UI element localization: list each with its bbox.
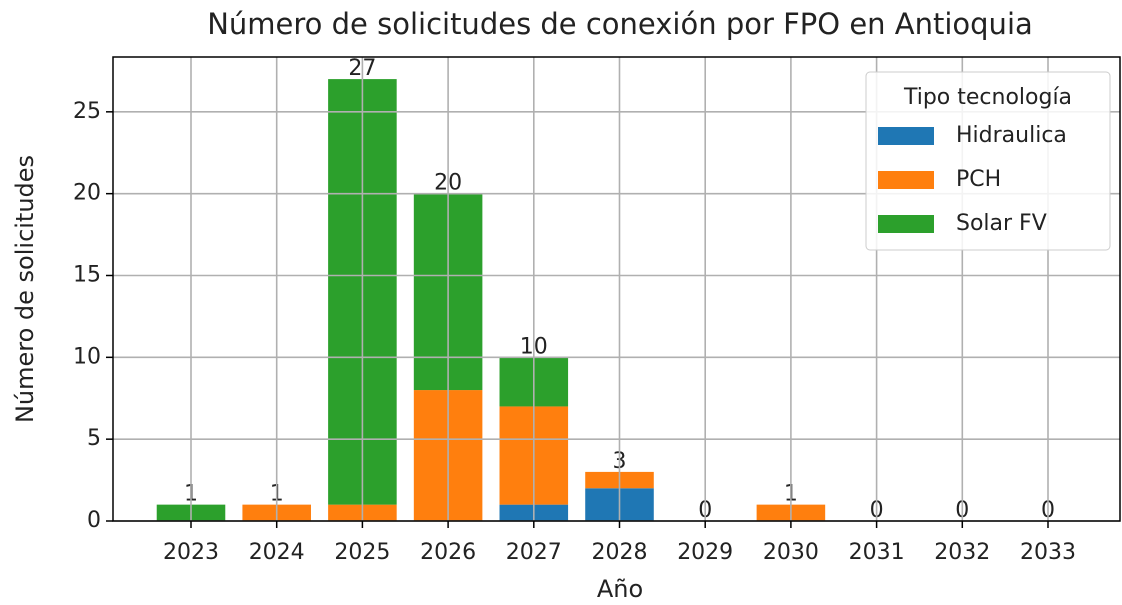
legend-swatch (878, 215, 934, 233)
legend-swatch (878, 171, 934, 189)
chart-title: Número de solicitudes de conexión por FP… (207, 7, 1033, 41)
legend-swatch (878, 127, 934, 145)
x-tick-label: 2028 (592, 540, 648, 565)
legend-box (865, 71, 1111, 251)
x-tick-label: 2026 (420, 540, 476, 565)
x-tick-label: 2027 (506, 540, 562, 565)
x-tick-label: 2024 (249, 540, 305, 565)
x-tick-label: 2032 (934, 540, 990, 565)
legend-title: Tipo tecnología (903, 85, 1072, 110)
x-tick-label: 2031 (849, 540, 905, 565)
y-tick-label: 15 (73, 262, 101, 287)
y-tick-label: 25 (73, 99, 101, 124)
y-tick-label: 10 (73, 344, 101, 369)
x-tick-label: 2030 (763, 540, 819, 565)
y-tick-label: 20 (73, 181, 101, 206)
x-tick-label: 2033 (1020, 540, 1076, 565)
y-tick-label: 0 (87, 508, 101, 533)
x-tick-label: 2023 (163, 540, 219, 565)
legend-label: PCH (956, 167, 1001, 192)
x-axis-label: Año (597, 575, 643, 603)
x-tick-label: 2025 (334, 540, 390, 565)
y-tick-label: 5 (87, 426, 101, 451)
y-axis-label: Número de solicitudes (11, 155, 39, 423)
plot-frame (112, 56, 1121, 522)
legend-label: Solar FV (956, 211, 1047, 236)
x-tick-label: 2029 (677, 540, 733, 565)
legend-label: Hidraulica (956, 123, 1067, 148)
